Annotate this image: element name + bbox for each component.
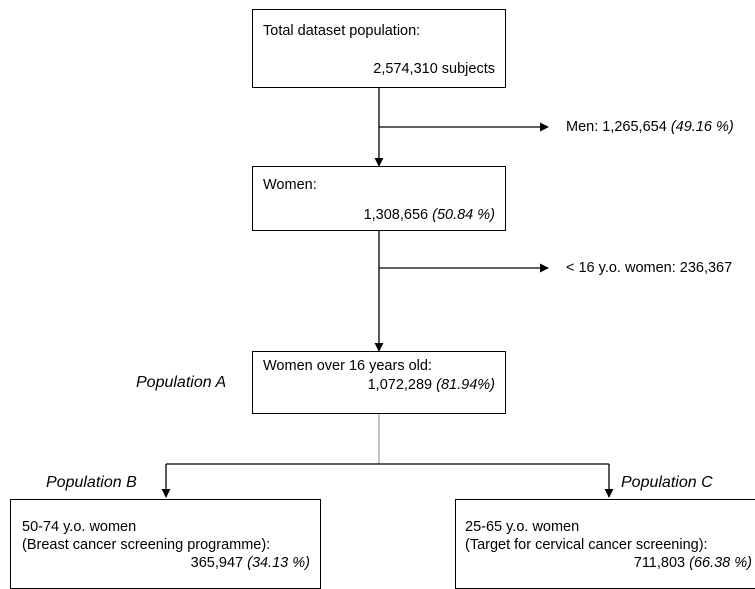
cervical-screening-box: 25-65 y.o. women (Target for cervical ca…: [455, 499, 755, 589]
breast-line2: (Breast cancer screening programme):: [22, 537, 271, 553]
women-label: Women:: [263, 177, 317, 193]
cervical-line1: 25-65 y.o. women: [465, 519, 580, 535]
cervical-line2: (Target for cervical cancer screening):: [465, 537, 708, 553]
cervical-pct: (66.38 %): [689, 555, 752, 571]
breast-screening-box: 50-74 y.o. women (Breast cancer screenin…: [10, 499, 321, 589]
women-pct: (50.84 %): [432, 207, 495, 223]
over16-value-line: 1,072,289 (81.94%): [368, 377, 495, 394]
women-value: 1,308,656: [363, 207, 429, 223]
population-b-label: Population B: [46, 474, 137, 491]
women-box: Women: 1,308,656 (50.84 %): [252, 166, 506, 231]
total-value: 2,574,310 subjects: [373, 61, 495, 77]
men-count: Men: 1,265,654 (49.16 %): [566, 119, 734, 135]
women-value-line: 1,308,656 (50.84 %): [364, 207, 495, 224]
population-c-label: Population C: [621, 474, 713, 491]
men-pct: (49.16 %): [670, 119, 734, 135]
breast-pct: (34.13 %): [247, 555, 310, 571]
over16-box: Women over 16 years old: 1,072,289 (81.9…: [252, 351, 506, 414]
total-label: Total dataset population:: [263, 23, 421, 39]
population-a-label: Population A: [136, 374, 227, 391]
breast-value: 365,947: [190, 555, 244, 571]
total-population-box: Total dataset population: 2,574,310 subj…: [252, 9, 506, 88]
under16-count: < 16 y.o. women: 236,367: [566, 260, 733, 276]
over16-pct: (81.94%): [436, 377, 495, 393]
breast-value-line: 365,947 (34.13 %): [191, 555, 310, 572]
over16-label: Women over 16 years old:: [263, 358, 432, 374]
breast-line1: 50-74 y.o. women: [22, 519, 137, 535]
cervical-value-line: 711,803 (66.38 %): [634, 555, 752, 572]
men-label: Men: 1,265,654: [566, 119, 667, 135]
cervical-value: 711,803: [633, 555, 686, 571]
over16-value: 1,072,289: [367, 377, 433, 393]
